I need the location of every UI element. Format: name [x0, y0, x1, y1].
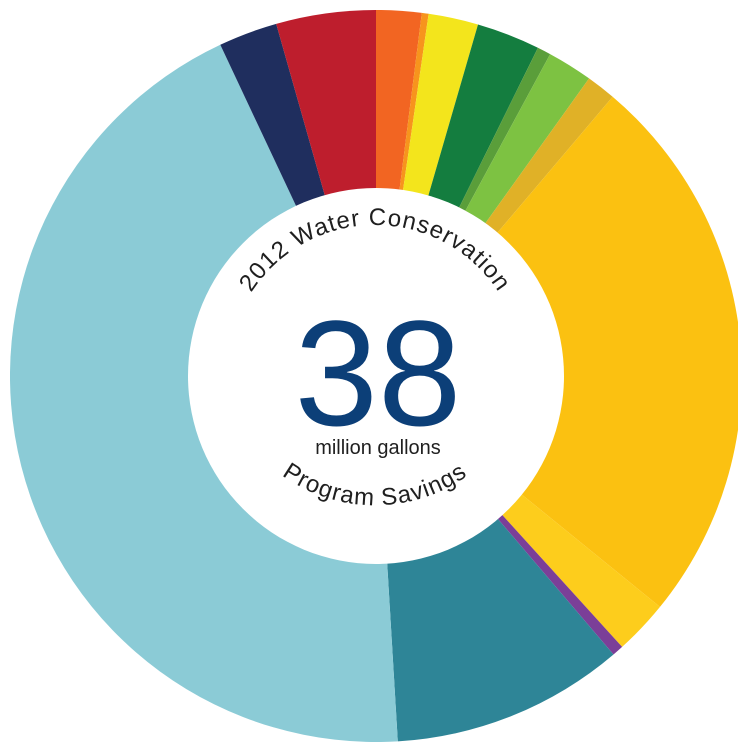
center-value: 38: [295, 289, 462, 457]
center-unit: million gallons: [315, 437, 441, 459]
donut-hole: [188, 188, 564, 564]
